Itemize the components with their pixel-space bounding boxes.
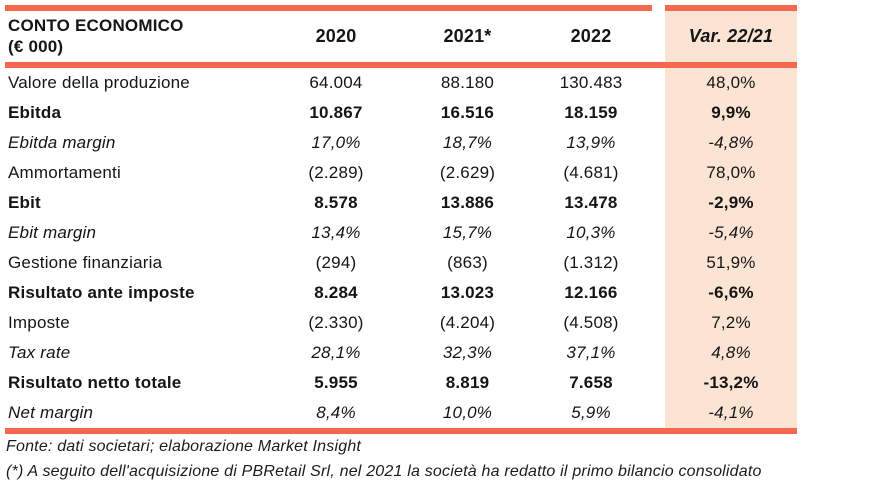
row-label: Risultato netto totale (8, 373, 182, 392)
column-gap (652, 128, 665, 158)
cell-2020: (2.330) (308, 313, 364, 332)
column-gap (652, 398, 665, 428)
cell-var: -2,9% (665, 188, 797, 218)
cell-2021: 15,7% (442, 223, 493, 242)
asterisk-note: (*) A seguito dell'acquisizione di PBRet… (6, 463, 762, 480)
table-bottom-rule (5, 428, 797, 434)
source-note: Fonte: dati societari; elaborazione Mark… (6, 438, 362, 455)
cell-2022: (4.508) (563, 313, 619, 332)
cell-2021: (4.204) (439, 313, 496, 332)
cell-2022: 37,1% (566, 343, 616, 362)
row-label: Imposte (8, 313, 70, 332)
cell-2021: 13.023 (440, 283, 495, 302)
row-label: Valore della produzione (8, 73, 190, 92)
cell-2022: 130.483 (559, 73, 623, 92)
cell-var: -5,4% (665, 218, 797, 248)
row-label: Ebitda margin (8, 133, 116, 152)
cell-2022: 5,9% (571, 403, 611, 422)
column-gap (652, 368, 665, 398)
column-gap (652, 158, 665, 188)
column-gap (652, 5, 665, 68)
cell-2020: 64.004 (309, 73, 363, 92)
cell-2021: 16.516 (440, 103, 495, 122)
cell-var: 7,2% (665, 308, 797, 338)
column-gap (652, 218, 665, 248)
cell-var: 51,9% (665, 248, 797, 278)
row-label: Ammortamenti (8, 163, 121, 182)
cell-var: 48,0% (665, 68, 797, 98)
column-header-2021: 2021* (405, 5, 530, 68)
row-label: Ebitda (8, 103, 62, 122)
cell-2020: (2.289) (308, 163, 364, 182)
cell-var: -13,2% (665, 368, 797, 398)
cell-2020: 8.578 (314, 193, 358, 212)
cell-2022: 13,9% (566, 133, 616, 152)
row-label: Tax rate (8, 343, 71, 362)
row-label: Ebit (8, 193, 41, 212)
column-gap (652, 68, 665, 98)
cell-var: -6,6% (665, 278, 797, 308)
row-label: Net margin (8, 403, 94, 422)
cell-var: -4,8% (665, 128, 797, 158)
cell-2022: (4.681) (563, 163, 619, 182)
cell-2022: 10,3% (566, 223, 616, 242)
cell-2022: 7.658 (569, 373, 613, 392)
cell-var: 78,0% (665, 158, 797, 188)
row-label: Risultato ante imposte (8, 283, 195, 302)
cell-2021: 10,0% (442, 403, 493, 422)
income-statement-table: CONTO ECONOMICO (€ 000) 2020 2021* 2022 … (5, 5, 797, 434)
cell-2020: (294) (315, 253, 357, 272)
footnotes: Fonte: dati societari; elaborazione Mark… (6, 438, 892, 481)
row-label: Gestione finanziaria (8, 253, 163, 272)
cell-2021: 13.886 (440, 193, 495, 212)
cell-2020: 5.955 (314, 373, 358, 392)
cell-2020: 8,4% (316, 403, 356, 422)
column-header-var: Var. 22/21 (665, 5, 797, 68)
column-gap (652, 338, 665, 368)
cell-2020: 10.867 (309, 103, 363, 122)
table-title-cell: CONTO ECONOMICO (€ 000) (5, 5, 267, 68)
cell-var: -4,1% (665, 398, 797, 428)
cell-2020: 8.284 (314, 283, 358, 302)
column-gap (652, 248, 665, 278)
cell-2022: 13.478 (564, 193, 618, 212)
column-header-2022: 2022 (530, 5, 652, 68)
row-label: Ebit margin (8, 223, 97, 242)
column-gap (652, 98, 665, 128)
column-gap (652, 188, 665, 218)
table-title: CONTO ECONOMICO (€ 000) (8, 16, 184, 56)
cell-2020: 17,0% (311, 133, 361, 152)
cell-2021: 88.180 (440, 73, 495, 92)
cell-2022: 18.159 (564, 103, 618, 122)
cell-var: 9,9% (665, 98, 797, 128)
cell-var: 4,8% (665, 338, 797, 368)
cell-2021: 8.819 (445, 373, 490, 392)
column-gap (652, 278, 665, 308)
column-header-2020: 2020 (267, 5, 405, 68)
cell-2021: 18,7% (442, 133, 493, 152)
cell-2021: (863) (447, 253, 488, 272)
cell-2021: 32,3% (442, 343, 493, 362)
cell-2022: 12.166 (564, 283, 618, 302)
cell-2020: 28,1% (311, 343, 361, 362)
cell-2021: (2.629) (439, 163, 496, 182)
cell-2022: (1.312) (563, 253, 619, 272)
column-gap (652, 308, 665, 338)
cell-2020: 13,4% (311, 223, 361, 242)
